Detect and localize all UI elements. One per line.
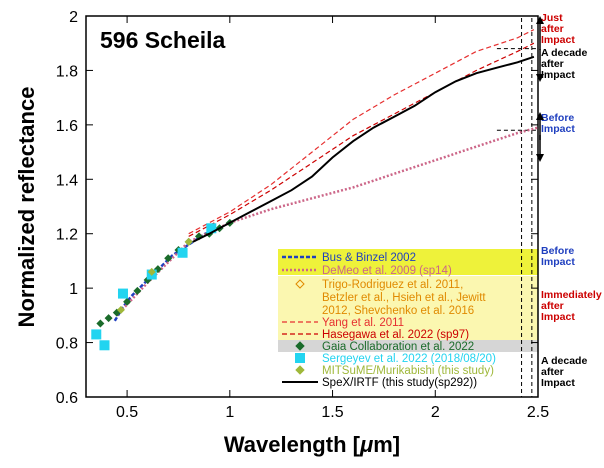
legend-band <box>278 249 538 275</box>
data-point <box>91 329 102 340</box>
annotation-line: after <box>541 23 564 35</box>
legend-marker <box>295 365 305 375</box>
legend-label: Yang et al. 2011 <box>322 317 404 329</box>
legend-label: Sergeyev et al. 2022 (2018/08/20) <box>322 353 496 365</box>
series <box>116 237 193 314</box>
data-point <box>99 340 110 351</box>
y-tick-label: 0.6 <box>56 390 78 407</box>
annotation-line: after <box>541 58 564 70</box>
y-tick-label: 2 <box>69 9 78 26</box>
arrow-head <box>536 16 544 24</box>
y-tick-label: 1 <box>69 281 78 298</box>
annotation-line: Before <box>541 245 574 257</box>
series <box>192 55 535 243</box>
y-tick-label: 1.4 <box>56 172 78 189</box>
series-line <box>192 55 535 243</box>
y-tick-label: 1.6 <box>56 118 78 135</box>
series-line <box>188 42 535 237</box>
annotation-line: Just <box>541 12 563 24</box>
x-axis-label-main: Wavelength [ <box>224 432 361 457</box>
data-point <box>117 288 128 299</box>
series-line <box>188 29 535 235</box>
data-point <box>184 237 193 246</box>
data-point <box>96 319 105 328</box>
legend-marker <box>295 279 305 289</box>
annotation-line: Impact <box>541 69 575 81</box>
annotation-line: Impact <box>541 123 575 135</box>
annotation-line: Before <box>541 112 574 124</box>
legend-bands <box>278 249 538 352</box>
y-tick-label: 0.8 <box>56 336 78 353</box>
legend-marker <box>295 341 305 351</box>
annotation-line: after <box>541 300 564 312</box>
series <box>113 229 214 322</box>
x-axis-label-rest: m] <box>373 432 400 457</box>
series <box>188 42 535 237</box>
annotation: Before Impact <box>541 112 575 135</box>
x-axis-label-greek: μ <box>359 432 373 457</box>
data-point <box>177 247 188 258</box>
annotation: A decade after Impact <box>541 355 587 389</box>
annotation-line: Impact <box>541 34 575 46</box>
legend-label: Trigo-Rodriguez et al. 2011, Betzler et a… <box>322 279 486 317</box>
data-point <box>123 297 132 306</box>
legend-label-line: Betzler et al., Hsieh et al., Jewitt <box>322 292 486 304</box>
annotation: Just after Impact <box>541 12 575 46</box>
data-point <box>133 286 142 295</box>
data-point <box>206 223 217 234</box>
annotation-line: after <box>541 366 564 378</box>
x-axis-label: Wavelength [μm] <box>224 432 400 457</box>
annotation: A decade after Impact <box>541 47 587 81</box>
arrow-head <box>536 154 544 162</box>
arrow-head <box>536 112 544 120</box>
annotation: Immediately after Impact <box>541 289 602 323</box>
annotation-line: A decade <box>541 355 587 367</box>
series <box>188 29 535 235</box>
annotation-line: Immediately <box>541 289 602 301</box>
annotation-line: Impact <box>541 256 575 268</box>
x-tick-label: 1 <box>225 404 234 421</box>
data-point <box>116 305 125 314</box>
series-layer <box>91 29 539 351</box>
arrow-head <box>536 74 544 82</box>
legend-label-line: Trigo-Rodriguez et al. 2011, <box>322 279 463 291</box>
annotation: Before Impact <box>541 245 575 268</box>
data-point <box>164 254 173 263</box>
series <box>96 218 234 328</box>
legend-label: MITSuME/Murikabishi (this study) <box>322 365 494 377</box>
data-point <box>104 314 113 323</box>
data-point <box>147 267 156 276</box>
legend-band <box>278 276 538 340</box>
annotation-line: A decade <box>541 47 587 59</box>
legend-marker <box>295 353 305 363</box>
y-tick-label: 1.8 <box>56 63 78 80</box>
annotation-line: Impact <box>541 311 575 323</box>
x-tick-label: 2 <box>431 404 440 421</box>
plot-frame <box>85 15 539 398</box>
legend-label-line: 2012, Shevchenko et al. 2016 <box>322 305 474 317</box>
reference-lines <box>496 18 538 397</box>
legend-label: Bus & Binzel 2002 <box>322 252 416 264</box>
series <box>91 223 217 351</box>
legend-label: DeMeo et al. 2009 (sp14) <box>322 265 452 277</box>
legend-band <box>278 340 538 352</box>
x-tick-label: 1.5 <box>321 404 343 421</box>
ticks: 0.5 1 1.5 2 2.5 0.6 0.8 1 1.2 1.4 1.6 1.8 2 <box>56 9 549 421</box>
legend-label: Hasegawa et al. 2022 (sp97) <box>322 329 469 341</box>
series-line <box>113 229 214 322</box>
y-axis-label: Normalized reflectance <box>14 87 39 328</box>
chart-title: 596 Scheila <box>100 27 226 53</box>
x-tick-label: 0.5 <box>116 404 138 421</box>
legend-label: SpeX/IRTF (this study(sp292)) <box>322 377 477 389</box>
y-tick-label: 1.2 <box>56 227 78 244</box>
x-tick-label: 2.5 <box>527 404 549 421</box>
legend-label: Gaia Collaboration et al. 2022 <box>322 341 474 353</box>
annotation-line: Impact <box>541 377 575 389</box>
